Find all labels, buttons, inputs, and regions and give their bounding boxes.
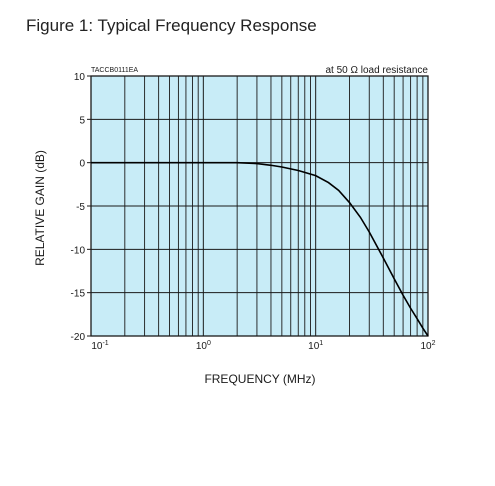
gain-curve xyxy=(91,161,429,337)
y-tick-label: 0 xyxy=(79,159,85,170)
y-tick-label: 5 xyxy=(79,115,85,126)
y-tick-label: -10 xyxy=(71,245,86,256)
load-resistance-annotation: at 50 Ω load resistance xyxy=(325,65,428,76)
x-tick-label: 10-1 xyxy=(91,340,108,352)
x-tick-label: 100 xyxy=(196,340,211,352)
axes: 10 5 0 -5 -10 -15 -20 10-1 100 101 102 xyxy=(71,72,436,352)
x-tick-label: 102 xyxy=(420,340,435,352)
y-tick-label: 10 xyxy=(74,72,86,83)
y-tick-label: -5 xyxy=(76,202,85,213)
figure-code-label: TACCB0111EA xyxy=(91,67,138,74)
y-axis-label: RELATIVE GAIN (dB) xyxy=(33,150,47,266)
y-tick-label: -20 xyxy=(71,332,86,343)
x-tick-label: 101 xyxy=(308,340,323,352)
x-axis-label: FREQUENCY (MHz) xyxy=(204,372,316,386)
figure-title: Figure 1: Typical Frequency Response xyxy=(26,16,317,35)
y-tick-label: -15 xyxy=(71,289,86,300)
